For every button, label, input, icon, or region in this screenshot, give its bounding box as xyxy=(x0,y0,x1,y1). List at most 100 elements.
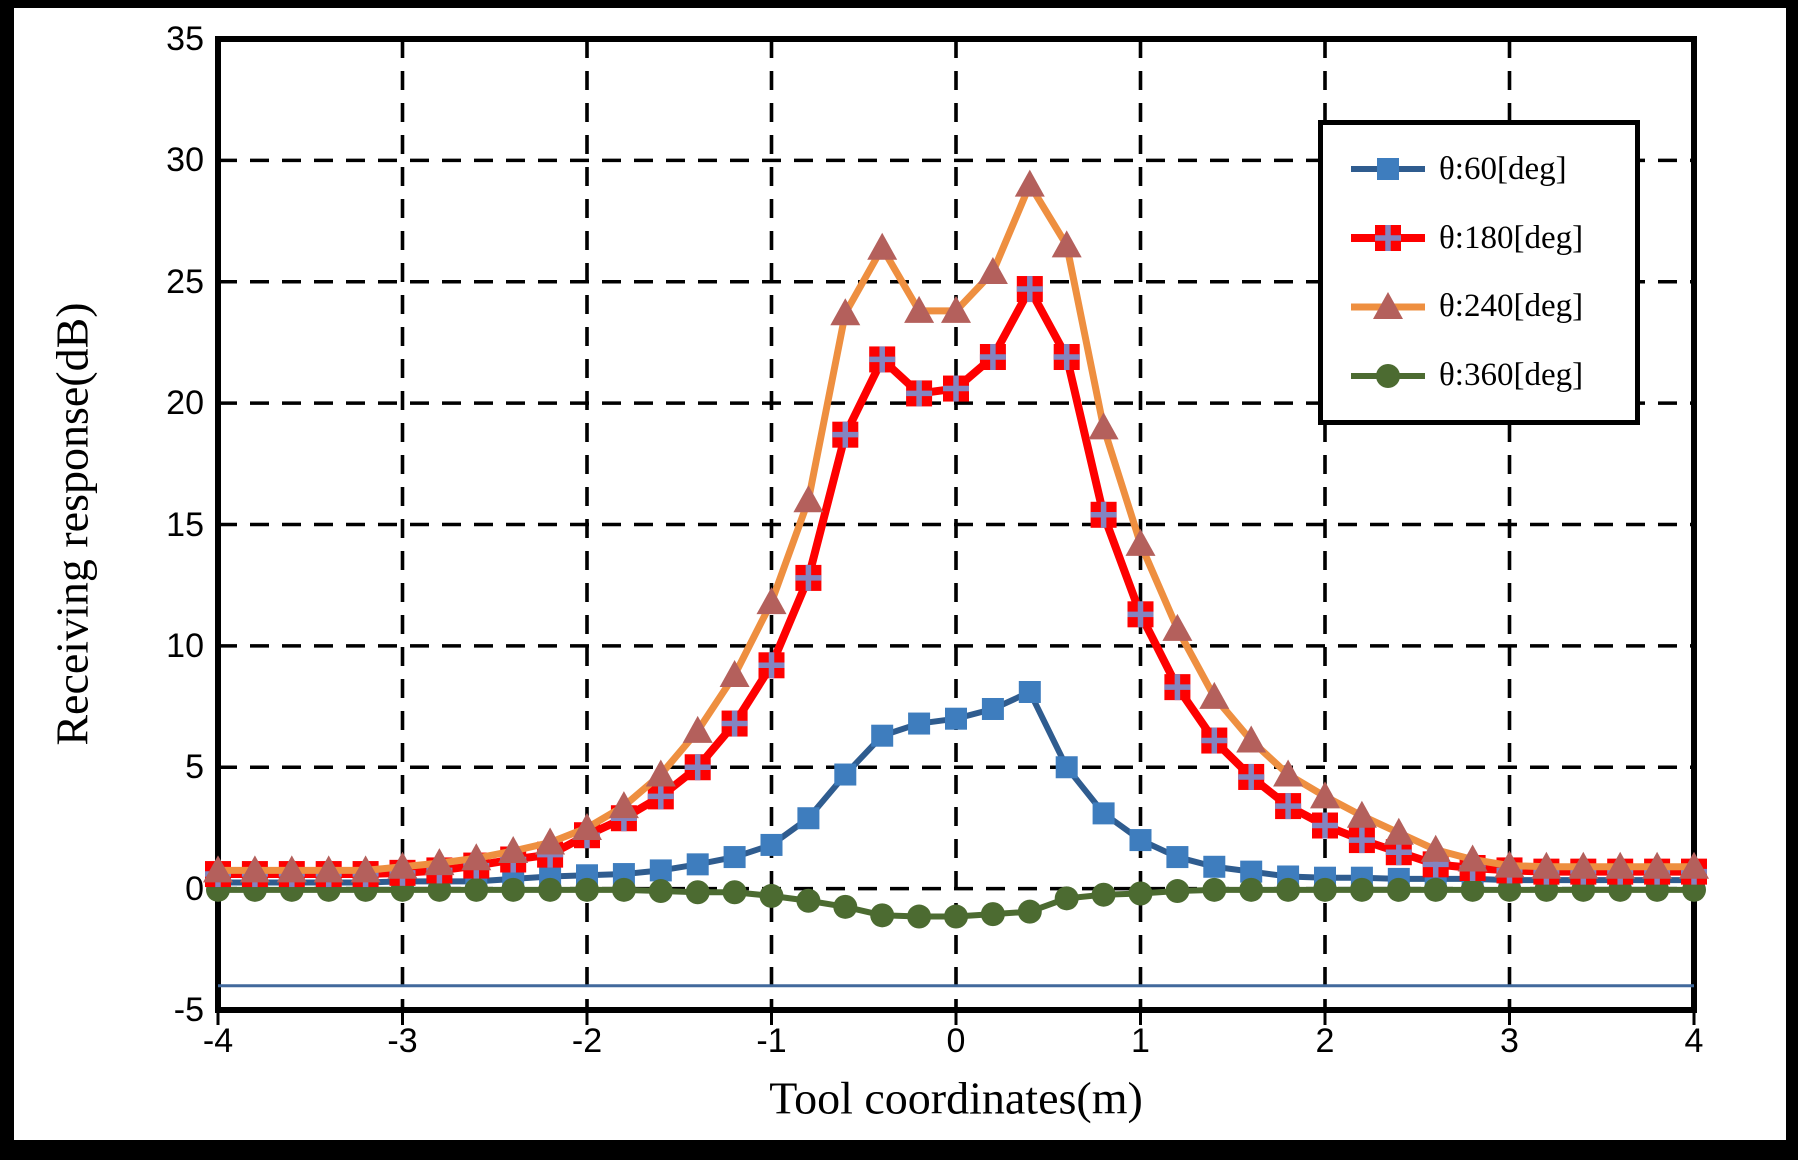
circle-marker xyxy=(1460,877,1485,902)
legend-box: θ:60[deg] θ:180[deg] θ:240[deg] θ:360[deg] xyxy=(1318,120,1640,425)
circle-marker xyxy=(1017,899,1042,924)
circle-marker xyxy=(1423,877,1448,902)
y-tick-label: 25 xyxy=(166,262,204,301)
triangle-marker xyxy=(1679,851,1709,879)
x-tick-label: 0 xyxy=(946,1022,966,1060)
triangle-marker xyxy=(830,298,861,326)
x-tick-label: -3 xyxy=(387,1022,418,1060)
y-tick-label: 10 xyxy=(166,626,204,665)
square-marker xyxy=(834,763,857,786)
square-marker xyxy=(1092,802,1115,825)
square-marker xyxy=(1203,855,1226,878)
circle-marker xyxy=(685,880,710,905)
square-marker xyxy=(1166,846,1189,869)
circle-marker xyxy=(1202,877,1227,902)
triangle-marker xyxy=(1457,844,1488,872)
y-tick-label: 20 xyxy=(166,384,204,423)
circle-marker xyxy=(427,877,452,902)
triangle-marker xyxy=(1605,851,1636,879)
triangle-marker xyxy=(1125,528,1156,556)
square-marker xyxy=(1377,158,1399,181)
theta-360-legend-marker xyxy=(1351,363,1425,388)
square-marker xyxy=(723,846,746,869)
triangle-marker xyxy=(313,855,344,883)
square-marker xyxy=(760,833,783,856)
circle-marker xyxy=(1128,881,1153,906)
circle-marker xyxy=(464,877,489,902)
y-tick-label: -5 xyxy=(173,991,204,1029)
square-marker xyxy=(1018,680,1041,703)
circle-marker xyxy=(1386,877,1411,902)
circle-marker xyxy=(501,877,526,902)
triangle-marker xyxy=(387,851,418,879)
triangle-marker xyxy=(1199,681,1230,709)
triangle-marker xyxy=(1383,817,1414,845)
circle-marker xyxy=(1239,877,1264,902)
theta-180-legend-marker xyxy=(1351,225,1425,252)
circle-marker xyxy=(575,877,599,902)
y-tick-label: 30 xyxy=(166,141,204,180)
plot-border xyxy=(215,36,1697,1013)
circle-marker xyxy=(1349,877,1374,902)
theta-60-legend-marker xyxy=(1351,158,1425,181)
circle-marker xyxy=(1497,877,1522,902)
circle-marker xyxy=(980,902,1005,927)
triangle-marker xyxy=(276,855,307,883)
circle-marker xyxy=(722,880,747,905)
circle-marker xyxy=(907,904,932,929)
triangle-marker xyxy=(424,848,455,876)
circle-marker xyxy=(796,888,821,913)
circle-marker xyxy=(1091,882,1116,907)
triangle-marker xyxy=(941,295,971,323)
triangle-marker xyxy=(1273,759,1304,787)
legend-label: θ:240[deg] xyxy=(1439,288,1584,325)
triangle-marker xyxy=(645,759,676,787)
triangle-marker xyxy=(977,257,1008,285)
square-marker xyxy=(797,807,820,830)
x-axis-ticks xyxy=(216,1013,1696,1025)
circle-marker xyxy=(1054,886,1079,911)
legend-label: θ:60[deg] xyxy=(1439,150,1567,187)
square-marker xyxy=(686,853,709,876)
triangle-marker xyxy=(1051,230,1082,258)
triangle-marker xyxy=(1531,851,1562,879)
series-theta-360 xyxy=(206,877,1706,929)
circle-marker xyxy=(1376,363,1400,388)
triangle-marker xyxy=(608,791,639,819)
y-tick-label: 5 xyxy=(185,748,204,787)
triangle-marker xyxy=(1494,850,1525,878)
x-tick-label: -1 xyxy=(756,1022,787,1060)
square-marker xyxy=(1129,829,1152,852)
triangle-marker xyxy=(1346,800,1377,828)
y-tick-label: 15 xyxy=(166,505,204,544)
x-tick-label: -2 xyxy=(571,1022,603,1060)
triangle-marker xyxy=(1236,725,1267,753)
legend-item-theta-360: θ:360[deg] xyxy=(1349,357,1629,394)
triangle-marker xyxy=(350,855,381,883)
legend-label: θ:180[deg] xyxy=(1439,219,1584,256)
legend-item-theta-180: θ:180[deg] xyxy=(1349,220,1629,257)
triangle-marker xyxy=(682,715,713,743)
x-tick-label: 4 xyxy=(1684,1022,1704,1060)
circle-marker xyxy=(611,877,636,902)
triangle-marker xyxy=(1310,781,1340,809)
triangle-marker xyxy=(904,295,935,323)
square-marker xyxy=(945,707,967,730)
triangle-marker xyxy=(1088,412,1119,440)
square-marker xyxy=(649,859,672,882)
series-theta-240 xyxy=(203,169,1709,883)
y-tick-label: 0 xyxy=(185,869,204,908)
circle-marker xyxy=(648,879,673,904)
triangle-marker xyxy=(203,855,233,883)
legend-label: θ:360[deg] xyxy=(1439,357,1584,394)
legend-item-theta-60: θ:60[deg] xyxy=(1349,151,1629,188)
legend-item-theta-240: θ:240[deg] xyxy=(1349,288,1629,325)
circle-marker xyxy=(870,903,895,928)
triangle-marker xyxy=(756,587,787,615)
circle-marker xyxy=(759,883,784,908)
triangle-marker xyxy=(535,827,566,855)
triangle-marker xyxy=(1014,169,1045,197)
triangle-marker xyxy=(572,812,602,840)
square-marker xyxy=(908,712,931,735)
